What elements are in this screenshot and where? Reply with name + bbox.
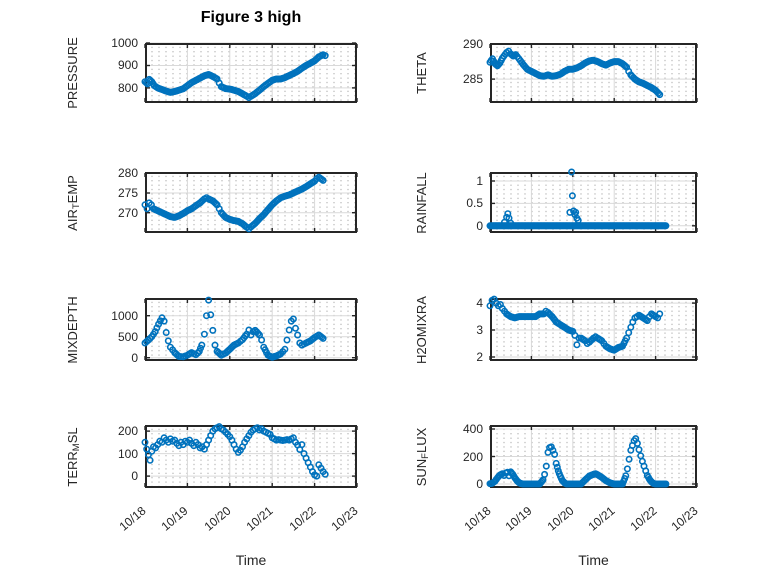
plot-area-sunflux [486, 425, 698, 488]
y-tick-label-h2omixra-4: 4 [476, 296, 483, 311]
x-tick-label-1-10/22: 10/22 [627, 503, 660, 534]
x-tick-label-1-10/23: 10/23 [668, 503, 701, 534]
y-tick-label-h2omixra-3: 3 [476, 323, 483, 338]
data-markers [486, 47, 664, 99]
y-label-text: THETA [413, 52, 429, 94]
subplot-pressure [141, 42, 358, 103]
x-tick-label-0-10/20: 10/20 [201, 503, 234, 534]
x-tick-label-1-10/19: 10/19 [502, 503, 535, 534]
x-tick-label-1-10/21: 10/21 [585, 503, 618, 534]
data-markers [141, 51, 329, 102]
figure-title: Figure 3 high [200, 9, 302, 26]
data-markers [141, 173, 327, 233]
x-axis-label-left: Time [235, 552, 267, 568]
y-label-text: RAINFALL [413, 171, 429, 234]
y-tick-label-rainfall-1: 1 [476, 173, 483, 188]
data-markers [141, 296, 327, 361]
axis-box [489, 298, 698, 361]
subplot-terrmsl [141, 423, 358, 488]
y-tick-label-rainfall-0: 0 [476, 218, 483, 233]
y-tick-label-sunflux-400: 400 [462, 421, 483, 436]
y-tick-label-mixdepth-0: 0 [131, 350, 138, 365]
data-markers [486, 435, 670, 488]
y-axis-label-terrmsl: TERR M SL [62, 357, 82, 557]
x-tick-label-0-10/18: 10/18 [116, 503, 149, 534]
plot-area-h2omixra [486, 295, 698, 361]
y-tick-label-pressure-800: 800 [117, 80, 138, 95]
y-label-subscript: F [419, 452, 431, 459]
y-tick-label-sunflux-0: 0 [476, 477, 483, 491]
axis-box [489, 43, 698, 103]
subplot-h2omixra [486, 295, 698, 361]
plot-area-theta [486, 43, 698, 103]
y-label-text: H2OMIXRA [413, 295, 429, 364]
x-tick-label-0-10/23: 10/23 [328, 503, 361, 534]
y-tick-label-sunflux-200: 200 [462, 449, 483, 464]
y-tick-label-pressure-1000: 1000 [111, 36, 138, 50]
y-tick-label-theta-290: 290 [462, 37, 483, 52]
y-tick-label-pressure-900: 900 [117, 58, 138, 73]
plot-area-mixdepth [141, 296, 358, 361]
x-axis-label-right: Time [578, 552, 609, 568]
y-tick-label-rainfall-0.5: 0.5 [466, 196, 483, 211]
y-label-subscript: M [70, 442, 82, 451]
axis-box [144, 42, 358, 103]
plot-area-airtemp [141, 172, 358, 233]
grid-lines [490, 43, 697, 103]
subplot-airtemp [141, 172, 358, 233]
x-tick-label-0-10/19: 10/19 [158, 503, 191, 534]
grid-lines [490, 298, 697, 361]
x-tick-label-0-10/21: 10/21 [243, 503, 276, 534]
plot-area-rainfall [486, 168, 698, 233]
y-label-text: LUX [413, 427, 429, 453]
subplot-mixdepth [141, 296, 358, 361]
x-tick-label-0-10/22: 10/22 [286, 503, 319, 534]
y-label-text: TERR [64, 450, 80, 487]
data-markers [486, 168, 670, 230]
y-tick-label-terrmsl-100: 100 [117, 446, 138, 461]
data-markers [486, 295, 664, 354]
axis-box [144, 298, 358, 361]
data-markers [141, 423, 329, 480]
y-tick-label-airtemp-270: 270 [117, 205, 138, 220]
y-label-text: SUN [413, 458, 429, 486]
y-label-text: SL [64, 426, 80, 443]
subplot-sunflux [486, 425, 698, 488]
plot-area-terrmsl [141, 423, 358, 488]
y-axis-label-sunflux: SUN F LUX [411, 357, 431, 557]
y-tick-label-h2omixra-2: 2 [476, 349, 483, 364]
y-tick-label-theta-285: 285 [462, 72, 483, 87]
y-tick-label-mixdepth-1000: 1000 [111, 308, 138, 323]
y-label-text: AIR [64, 208, 80, 231]
y-tick-label-terrmsl-200: 200 [117, 424, 138, 439]
y-tick-label-terrmsl-0: 0 [131, 469, 138, 484]
plot-area-pressure [141, 42, 358, 103]
y-label-subscript: T [70, 202, 82, 209]
subplot-rainfall [486, 168, 698, 233]
y-tick-label-airtemp-275: 275 [117, 186, 138, 200]
y-tick-label-airtemp-280: 280 [117, 166, 138, 181]
grid-lines [490, 425, 697, 488]
x-tick-label-1-10/18: 10/18 [461, 503, 494, 534]
y-label-text: MIXDEPTH [64, 295, 80, 364]
subplot-theta [486, 43, 698, 103]
x-tick-label-1-10/20: 10/20 [544, 503, 577, 534]
y-label-text: EMP [64, 174, 80, 203]
y-label-text: PRESSURE [64, 37, 80, 109]
y-tick-label-mixdepth-500: 500 [117, 329, 138, 344]
